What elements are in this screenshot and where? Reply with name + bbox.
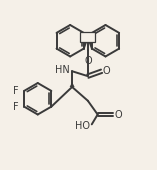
- Text: O: O: [103, 66, 110, 76]
- Text: F: F: [14, 86, 19, 96]
- Text: HO: HO: [75, 121, 90, 131]
- Text: Abs: Abs: [81, 34, 94, 40]
- FancyBboxPatch shape: [80, 32, 95, 41]
- Text: O: O: [114, 109, 122, 120]
- Text: HN: HN: [55, 65, 70, 75]
- Text: F: F: [14, 102, 19, 112]
- Polygon shape: [70, 82, 75, 87]
- Text: O: O: [84, 56, 92, 66]
